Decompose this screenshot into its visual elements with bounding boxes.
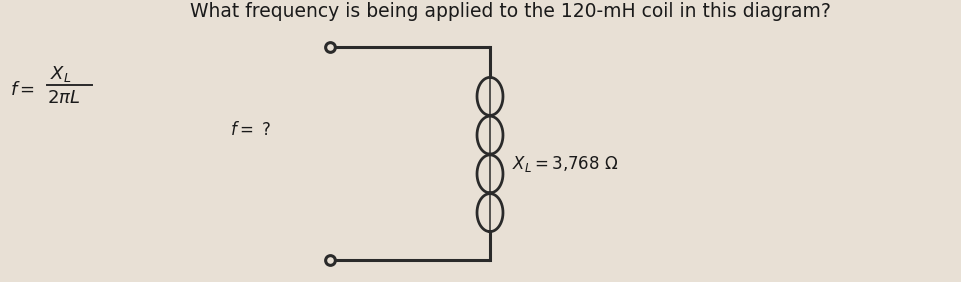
Text: What frequency is being applied to the 120-mH coil in this diagram?: What frequency is being applied to the 1… (189, 2, 829, 21)
Text: $2\pi L$: $2\pi L$ (47, 89, 80, 107)
Text: $f=$: $f=$ (10, 81, 35, 99)
Text: $f=$ ?: $f=$ ? (230, 121, 271, 139)
Text: $X_L = 3{,}768\ \Omega$: $X_L = 3{,}768\ \Omega$ (511, 153, 618, 173)
Text: $X_L$: $X_L$ (50, 64, 71, 84)
